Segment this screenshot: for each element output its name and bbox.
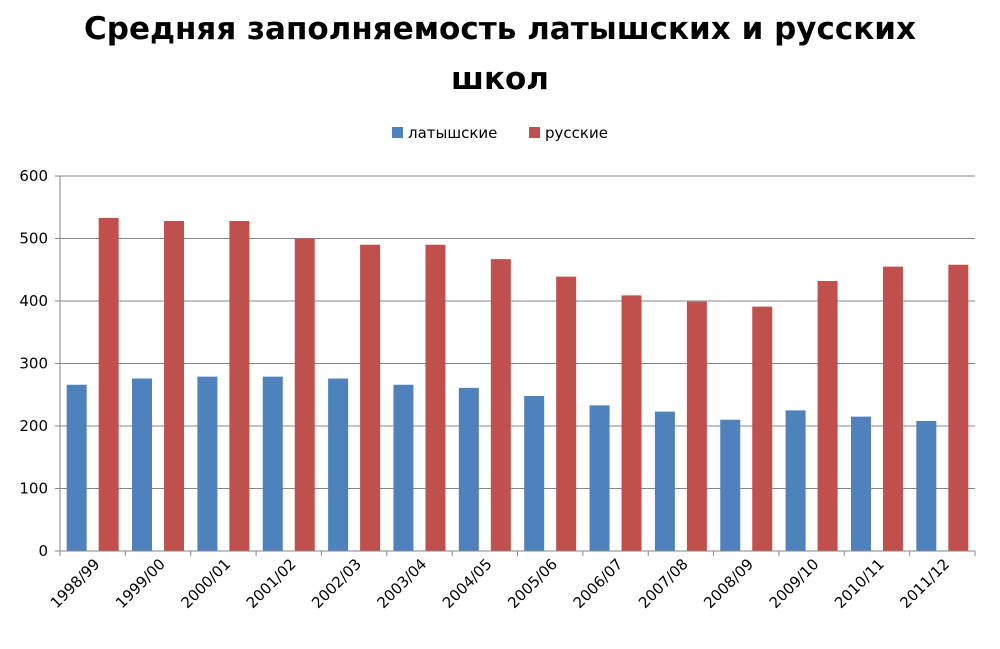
y-tick-label: 300 [19,355,48,373]
x-tick-label: 2001/02 [243,555,300,612]
bar-russian-2007/08 [686,301,707,551]
x-tick-label: 1998/99 [47,555,104,612]
x-tick-label: 2010/11 [831,555,888,612]
legend: латышские русские [392,124,608,142]
bar-russian-2002/03 [360,244,381,551]
x-tick-label: 2004/05 [439,555,496,612]
bar-russian-2004/05 [490,259,511,551]
x-tick-label: 2005/06 [504,555,561,612]
bar-latvian-2001/02 [262,376,283,551]
x-tick-label: 2006/07 [570,555,627,612]
bar-russian-2010/11 [882,266,903,551]
bar-latvian-2003/04 [393,384,414,551]
bar-latvian-2006/07 [589,405,610,551]
x-axis-labels: 1998/99 1999/00 2000/01 2001/02 2002/03 2003/… [47,555,953,612]
bar-latvian-2011/12 [916,421,937,551]
bar-russian-2000/01 [229,221,250,551]
legend-swatch-latvian [392,127,403,138]
y-axis-labels: 0 100 200 300 400 500 600 [19,167,48,560]
x-tick-label: 2002/03 [308,555,365,612]
bar-russian-2009/10 [817,281,838,551]
bar-latvian-1998/99 [66,384,87,551]
y-tick-label: 0 [38,542,48,560]
bar-latvian-2009/10 [785,410,806,551]
bar-russian-2005/06 [556,276,577,551]
y-tick-label: 400 [19,292,48,310]
bar-latvian-1999/00 [132,378,153,551]
y-tick-label: 500 [19,230,48,248]
legend-label-latvian: латышские [408,124,497,142]
x-tick-label: 2007/08 [635,555,692,612]
x-tick-label: 2011/12 [896,555,953,612]
bar-latvian-2010/11 [850,416,871,551]
grid-lines [60,175,975,489]
bar-russian-2011/12 [948,264,969,551]
chart-title: Средняя заполняемость латышских и русски… [84,11,916,97]
axes [55,175,976,556]
bar-latvian-2004/05 [458,387,479,551]
bar-russian-2006/07 [621,295,642,551]
x-tick-label: 2009/10 [766,555,823,612]
legend-swatch-russian [529,127,540,138]
bar-latvian-2000/01 [197,376,218,551]
bar-russian-1999/00 [164,221,185,551]
x-tick-label: 2000/01 [177,555,234,612]
y-tick-label: 200 [19,417,48,435]
x-tick-label: 2008/09 [700,555,757,612]
bar-russian-2003/04 [425,244,446,551]
bar-latvian-2007/08 [654,411,675,551]
y-tick-label: 600 [19,167,48,185]
bar-latvian-2005/06 [524,396,545,551]
y-tick-label: 100 [19,480,48,498]
x-tick-label: 2003/04 [373,555,430,612]
bars [66,217,969,551]
bar-russian-2001/02 [294,238,315,551]
bar-latvian-2002/03 [328,378,349,551]
bar-russian-2008/09 [752,306,773,551]
legend-label-russian: русские [545,124,608,142]
bar-russian-1998/99 [98,217,119,551]
x-tick-label: 1999/00 [112,555,169,612]
bar-latvian-2008/09 [720,419,741,551]
